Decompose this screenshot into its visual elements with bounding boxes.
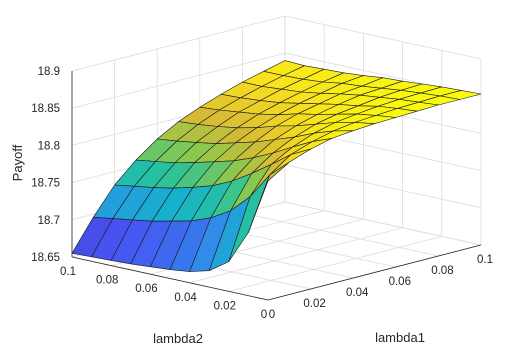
floor-grid-x-4: [242, 212, 439, 257]
z-tick-label: 18.75: [31, 178, 60, 190]
x-tick-label: 0.06: [389, 276, 411, 288]
z-axis-label: Payoff: [10, 144, 25, 181]
floor-grid-y-1: [228, 236, 442, 292]
wall-y-grid-z-4: [71, 52, 286, 109]
axis-layer: [71, 71, 482, 301]
floor-grid-y-2: [189, 227, 403, 284]
y-tick-label: 0: [261, 309, 267, 321]
tick-labels: 0 0.02 0.04 0.06 0.08 0.1 0 0.02 0.04 0.06 0.08 0.1…: [31, 66, 493, 321]
y-tick-label: 0.1: [60, 266, 76, 278]
y-axis-label: lambda2: [153, 331, 203, 346]
wall-x-grid-z-5: [284, 15, 482, 60]
x-tick-label: 0.04: [346, 287, 369, 299]
z-tick-label: 18.85: [31, 103, 60, 115]
y-tick-label: 0.08: [96, 275, 118, 287]
x-tick-label: 0.08: [431, 265, 453, 277]
x-axis-label: lambda1: [375, 330, 425, 345]
z-tick-label: 18.9: [38, 66, 60, 78]
x-tick-label: 0.02: [303, 298, 325, 310]
wall-x-grid-z-0: [284, 201, 482, 246]
x-axis-line: [267, 244, 482, 301]
x-tick-label: 0.1: [477, 254, 493, 266]
wall-x-grid-z-1: [284, 164, 482, 209]
y-axis-line: [71, 256, 269, 301]
surface-layer: [71, 60, 482, 272]
y-tick-label: 0.02: [214, 300, 236, 312]
z-tick-label: 18.65: [31, 252, 60, 264]
wall-y-grid-z-5: [71, 15, 286, 72]
z-tick-label: 18.8: [38, 140, 60, 152]
y-tick-label: 0.06: [135, 283, 157, 295]
x-tick-label: 0: [269, 309, 275, 321]
z-tick-label: 18.7: [38, 215, 60, 227]
y-tick-label: 0.04: [174, 292, 197, 304]
surface-patch-0-0: [248, 161, 290, 233]
